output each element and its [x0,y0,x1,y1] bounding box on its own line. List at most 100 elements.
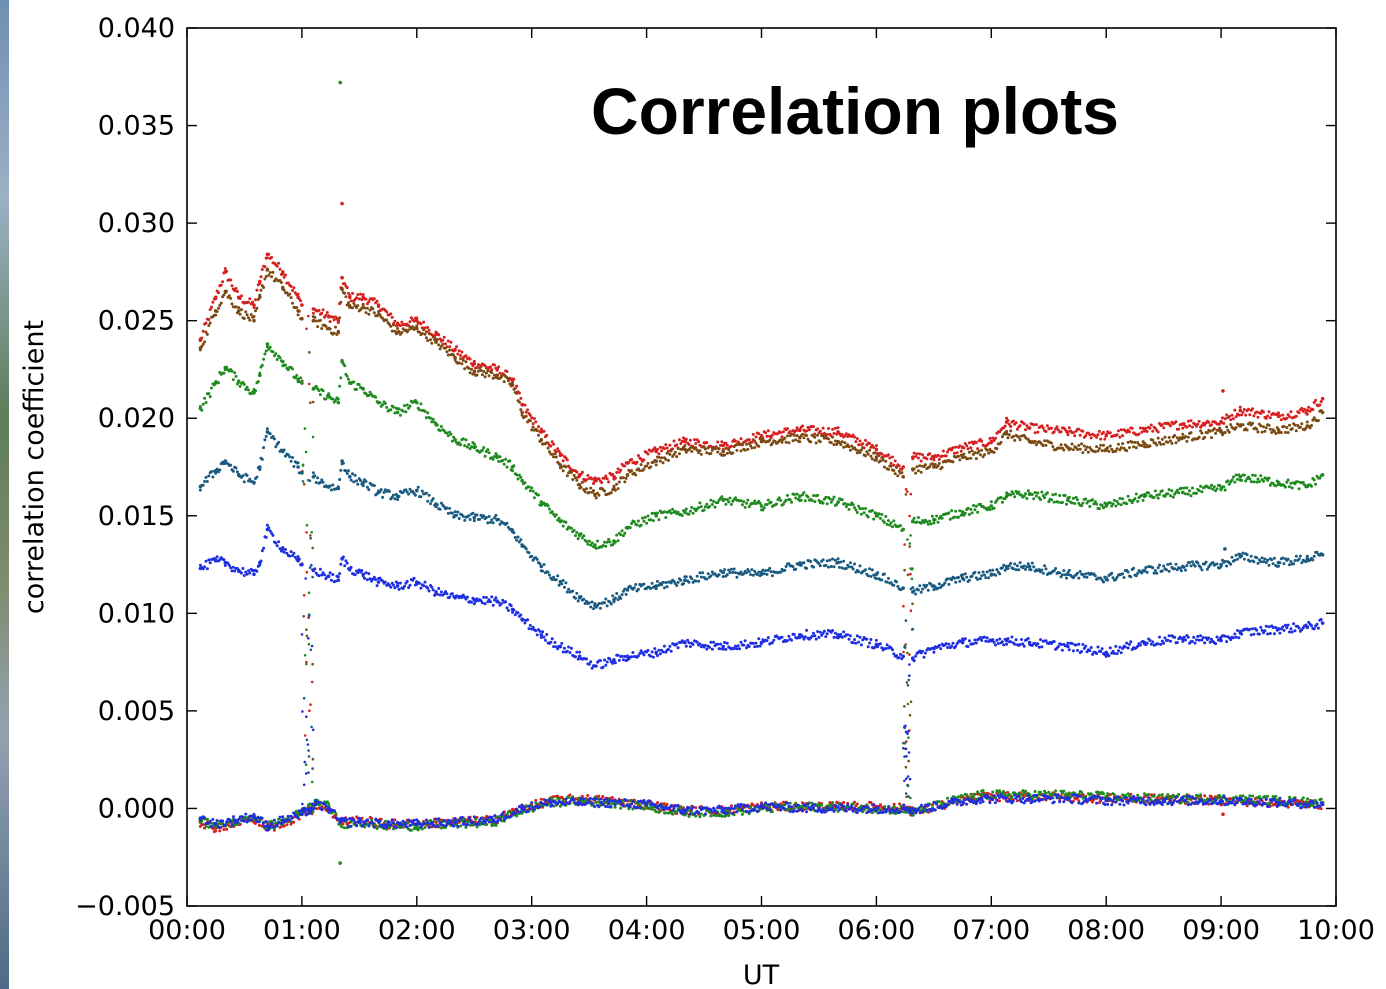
data-point [940,465,944,469]
data-point [1073,502,1077,505]
data-point [464,438,468,442]
data-point [420,332,424,335]
data-point [419,586,423,590]
data-point [832,431,836,435]
data-point [403,584,406,588]
data-point [851,567,855,571]
data-point [1234,473,1238,477]
data-point [415,318,419,323]
data-point [567,645,571,649]
data-point [572,473,576,477]
data-point [1052,640,1056,643]
data-point [1241,551,1245,555]
data-point [1140,430,1144,434]
data-point [491,376,495,380]
data-point [840,432,844,436]
data-point [1136,441,1140,444]
data-point [759,439,764,444]
data-point [612,484,616,488]
data-point [1136,644,1140,648]
data-point [906,651,909,655]
data-point [361,302,365,306]
data-point [1242,473,1246,477]
data-point [896,474,900,478]
data-point [739,437,743,441]
data-point [1181,435,1185,440]
data-point [946,577,949,581]
data-point [901,654,905,659]
data-point [658,445,662,449]
data-point [893,459,897,463]
data-point [770,441,774,445]
data-point [1130,426,1134,430]
data-point [398,324,402,328]
data-point [238,312,242,316]
data-point [1304,560,1308,564]
data-point [1149,423,1153,427]
data-point [418,330,421,334]
data-point [1271,626,1275,629]
data-point [1066,644,1070,649]
data-point [1249,554,1253,558]
data-point [405,579,409,583]
data-point [903,705,906,708]
data-point [583,602,587,605]
data-point [467,514,471,518]
data-point [798,633,802,637]
data-point [227,294,231,298]
data-point [1011,492,1015,496]
data-point [300,303,304,307]
data-point [300,562,304,567]
data-point [901,586,905,590]
data-point [265,256,269,260]
data-point [839,560,843,564]
data-point [683,444,687,447]
data-point [963,637,967,641]
data-point [1308,409,1312,413]
data-point [367,572,371,576]
data-point [305,523,309,527]
data-point [1110,447,1114,451]
data-point [654,449,658,454]
data-point [802,436,806,440]
data-point [887,576,890,580]
data-point [427,328,431,332]
data-point [1260,556,1264,560]
data-point [967,578,971,582]
data-point [831,498,835,502]
data-point [1251,473,1255,477]
data-point [1118,448,1122,452]
data-point [424,336,428,340]
data-point [869,454,873,458]
data-point [1026,637,1030,640]
data-point [1086,450,1090,454]
data-point [590,477,594,481]
data-point [338,572,342,576]
data-point [1136,499,1140,503]
data-point [729,567,733,571]
data-point [332,318,336,322]
data-point [699,452,703,456]
data-point [645,521,649,525]
data-point [586,794,590,797]
data-point [1288,415,1291,419]
data-point [491,457,495,461]
data-point [1030,493,1034,496]
data-point [940,454,944,458]
data-point [668,644,672,648]
data-point [840,440,844,444]
data-point [858,451,862,454]
data-point [798,494,802,499]
data-point [548,507,551,511]
data-point [1027,492,1032,497]
data-point [304,763,308,766]
data-point [1081,451,1085,455]
data-point [853,562,856,566]
data-point [275,358,279,361]
data-point [1159,642,1163,646]
edge-photo-strip [0,0,9,989]
data-point [904,792,908,795]
data-point [317,308,321,312]
data-point [604,474,608,478]
data-point [766,498,770,502]
